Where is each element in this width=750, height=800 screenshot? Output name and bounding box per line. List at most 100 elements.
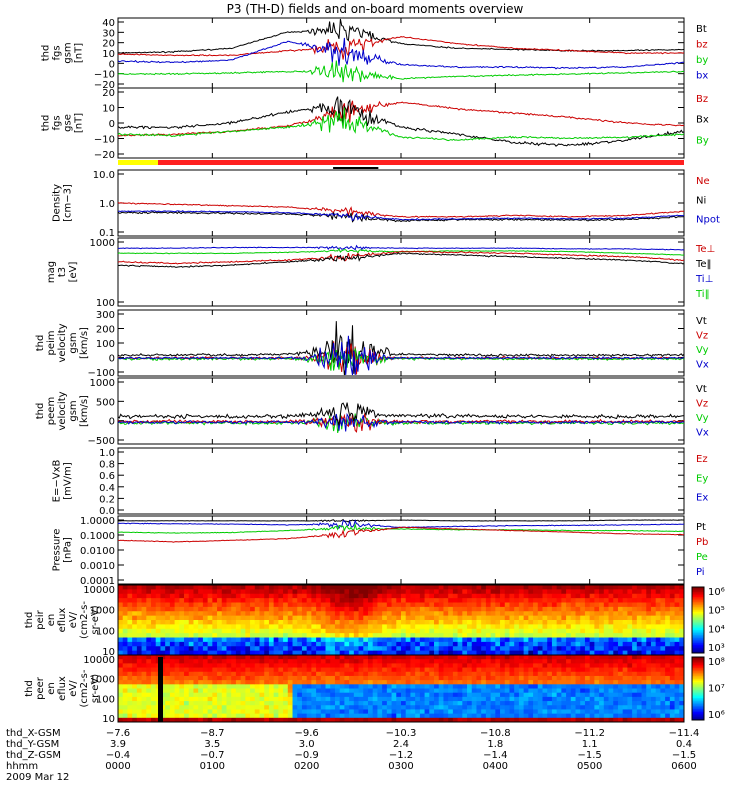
spectrogram-cell bbox=[533, 611, 539, 617]
spectrogram-cell bbox=[122, 696, 128, 702]
spectrogram-cell bbox=[570, 620, 576, 625]
spectrogram-cell bbox=[151, 606, 157, 612]
spectrogram-cell bbox=[306, 663, 312, 668]
spectrogram-cell bbox=[627, 624, 633, 630]
spectrogram-cell bbox=[547, 659, 553, 664]
spectrogram-cell bbox=[151, 589, 157, 595]
spectrogram-cell bbox=[471, 709, 477, 715]
spectrogram-cell bbox=[306, 659, 312, 664]
spectrogram-cell bbox=[330, 717, 336, 723]
spectrogram-cell bbox=[344, 637, 350, 643]
spectrogram-cell bbox=[434, 680, 440, 685]
spectrogram-cell bbox=[217, 659, 223, 664]
spectrogram-cell bbox=[495, 615, 501, 621]
spectrogram-cell bbox=[151, 675, 157, 681]
spectrogram-cell bbox=[301, 659, 308, 664]
legend-bx: bx bbox=[696, 71, 708, 82]
spectrogram-cell bbox=[547, 692, 553, 698]
spectrogram-cell bbox=[283, 663, 289, 668]
spectrogram-cell bbox=[221, 701, 227, 706]
spectrogram-cell bbox=[231, 684, 237, 689]
spectrogram-cell bbox=[467, 671, 473, 677]
spectrogram-cell bbox=[141, 663, 147, 668]
spectrogram-cell bbox=[542, 717, 548, 723]
spectrogram-cell bbox=[448, 680, 454, 685]
spectrogram-cell bbox=[268, 641, 275, 647]
spectrogram-cell bbox=[259, 696, 265, 702]
spectrogram-cell bbox=[405, 705, 411, 710]
spectrogram-cell bbox=[533, 602, 539, 608]
spectrogram-cell bbox=[457, 696, 463, 702]
spectrogram-cell bbox=[301, 589, 308, 595]
spectrogram-cell bbox=[391, 717, 397, 723]
spectrogram-cell bbox=[641, 589, 647, 595]
spectrogram-cell bbox=[405, 646, 411, 652]
spectrogram-cell bbox=[589, 688, 595, 694]
spectrogram-cell bbox=[641, 593, 647, 599]
spectrogram-cell bbox=[268, 620, 275, 625]
spectrogram-cell bbox=[528, 615, 534, 621]
spectrogram-cell bbox=[316, 684, 322, 689]
spectrogram-cell bbox=[273, 641, 279, 647]
spectrogram-cell bbox=[495, 667, 501, 673]
colorbar-cell bbox=[692, 657, 704, 660]
spectrogram-cell bbox=[650, 701, 657, 706]
spectrogram-cell bbox=[660, 655, 666, 660]
spectrogram-cell bbox=[334, 717, 341, 723]
spectrogram-cell bbox=[325, 709, 331, 715]
spectrogram-cell bbox=[339, 675, 345, 681]
spectrogram-cell bbox=[344, 701, 350, 706]
spectrogram-cell bbox=[471, 624, 477, 630]
spectrogram-cell bbox=[193, 663, 199, 668]
spectrogram-cell bbox=[382, 655, 388, 660]
spectrogram-cell bbox=[584, 688, 591, 694]
spectrogram-cell bbox=[419, 692, 425, 698]
spectrogram-cell bbox=[467, 611, 473, 617]
spectrogram-cell bbox=[198, 598, 204, 603]
spectrogram-cell bbox=[226, 598, 232, 603]
spectrogram-cell bbox=[485, 688, 492, 694]
spectrogram-cell bbox=[636, 650, 642, 656]
spectrogram-cell bbox=[127, 655, 133, 660]
footer-value: −8.7 bbox=[200, 728, 224, 739]
spectrogram-cell bbox=[306, 637, 312, 643]
spectrogram-cell bbox=[217, 667, 223, 673]
spectrogram-cell bbox=[221, 680, 227, 685]
spectrogram-cell bbox=[636, 641, 642, 647]
spectrogram-cell bbox=[122, 713, 128, 719]
spectrogram-cell bbox=[311, 717, 317, 723]
spectrogram-cell bbox=[570, 624, 576, 630]
spectrogram-cell bbox=[316, 646, 322, 652]
spectrogram-cell bbox=[679, 641, 685, 647]
spectrogram-cell bbox=[462, 606, 468, 612]
spectrogram-cell bbox=[382, 688, 388, 694]
spectrogram-cell bbox=[669, 663, 675, 668]
spectrogram-cell bbox=[226, 701, 232, 706]
spectrogram-cell bbox=[410, 637, 416, 643]
footer-value: −0.4 bbox=[106, 750, 130, 761]
spectrogram-cell bbox=[254, 671, 260, 677]
spectrogram-cell bbox=[202, 663, 209, 668]
spectrogram-cell bbox=[471, 646, 477, 652]
spectrogram-cell bbox=[448, 606, 454, 612]
spectrogram-cell bbox=[339, 663, 345, 668]
spectrogram-cell bbox=[528, 641, 534, 647]
spectrogram-cell bbox=[240, 602, 246, 608]
spectrogram-cell bbox=[674, 688, 680, 694]
spectrogram-cell bbox=[438, 671, 444, 677]
spectrogram-cell bbox=[132, 663, 138, 668]
spectrogram-cell bbox=[452, 709, 458, 715]
spectrogram-cell bbox=[575, 615, 581, 621]
spectrogram-cell bbox=[650, 680, 657, 685]
spectrogram-cell bbox=[344, 680, 350, 685]
spectrogram-cell bbox=[599, 606, 605, 612]
spectrogram-cell bbox=[476, 598, 482, 603]
spectrogram-cell bbox=[231, 713, 237, 719]
spectrogram-cell bbox=[235, 633, 242, 638]
spectrogram-cell bbox=[306, 675, 312, 681]
spectrogram-cell bbox=[325, 667, 331, 673]
spectrogram-cell bbox=[613, 701, 619, 706]
panel-frame-peem-velocity bbox=[117, 377, 685, 445]
spectrogram-cell bbox=[655, 659, 661, 664]
spectrogram-cell bbox=[415, 671, 421, 677]
